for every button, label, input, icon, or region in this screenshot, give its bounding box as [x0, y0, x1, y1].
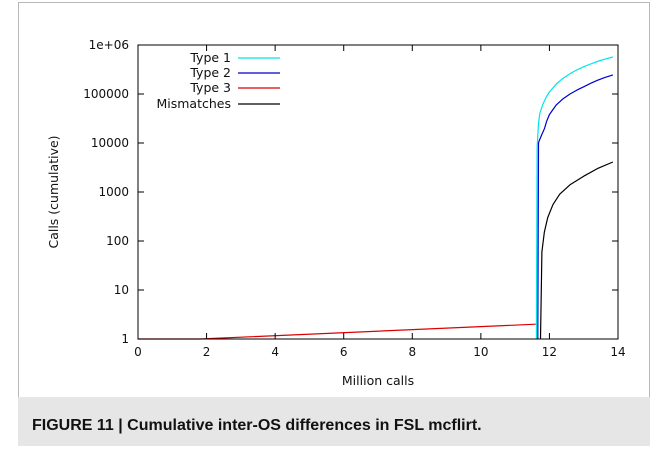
legend-label-mismatches: Mismatches [156, 96, 231, 111]
x-tick-label: 14 [610, 345, 625, 359]
y-tick-label: 100000 [83, 87, 129, 101]
x-tick-label: 2 [203, 345, 211, 359]
y-tick-label: 10000 [91, 136, 129, 150]
y-axis-title: Calls (cumulative) [46, 135, 61, 248]
x-tick-label: 4 [271, 345, 279, 359]
series-line-type-3 [138, 323, 536, 340]
x-tick-label: 6 [340, 345, 348, 359]
ticks-layer: 0 2 4 6 8 10 12 14 1 10 100 1000 10000 100000 1e+06 [83, 38, 625, 359]
series-line-type-2 [537, 74, 614, 340]
y-tick-label: 100 [106, 234, 129, 248]
y-tick-label: 1e+06 [89, 38, 129, 52]
figure-caption: FIGURE 11 | Cumulative inter-OS differen… [32, 417, 482, 434]
y-tick-label: 1000 [98, 185, 129, 199]
legend-label-type-2: Type 2 [189, 65, 231, 80]
figure-frame [18, 2, 650, 446]
x-tick-label: 12 [542, 345, 557, 359]
x-tick-label: 0 [134, 345, 142, 359]
x-tick-label: 8 [408, 345, 416, 359]
x-axis-title: Million calls [342, 373, 414, 388]
y-tick-label: 1 [121, 332, 129, 346]
y-tick-label: 10 [114, 283, 129, 297]
series-line-type-1 [535, 56, 614, 340]
series-line-mismatches [539, 161, 614, 340]
legend-label-type-3: Type 3 [189, 80, 231, 95]
x-tick-label: 10 [473, 345, 488, 359]
legend-label-type-1: Type 1 [189, 50, 231, 65]
figure-caption-bar [18, 397, 650, 446]
